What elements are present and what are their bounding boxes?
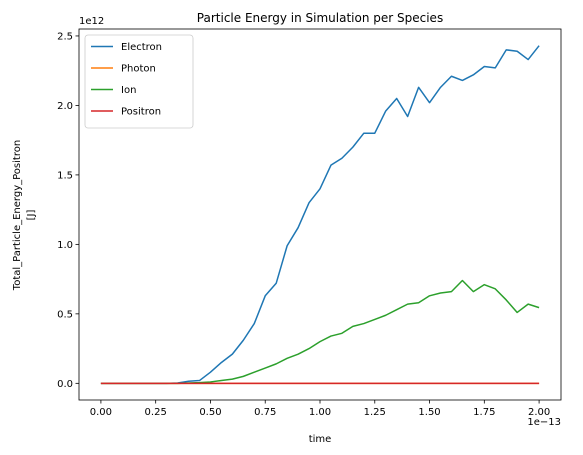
legend-label-positron: Positron bbox=[121, 107, 161, 118]
y-tick-label: 1.5 bbox=[57, 170, 73, 181]
x-tick-label: 0.00 bbox=[90, 407, 112, 418]
legend: Electron Photon Ion Positron bbox=[84, 34, 194, 129]
y-axis-ticks: 0.0 0.5 1.0 1.5 2.0 2.5 bbox=[57, 31, 79, 390]
series-line-ion bbox=[100, 279, 540, 385]
x-tick-label: 0.75 bbox=[254, 407, 276, 418]
y-axis-label-line2: [J] bbox=[26, 210, 37, 221]
x-tick-label: 0.25 bbox=[145, 407, 167, 418]
x-tick-label: 1.00 bbox=[309, 407, 331, 418]
x-tick-label: 0.50 bbox=[199, 407, 221, 418]
x-tick-label: 1.25 bbox=[364, 407, 386, 418]
y-offset-text: 1e12 bbox=[79, 16, 104, 27]
x-axis-label: time bbox=[309, 434, 332, 445]
series-layer bbox=[100, 45, 540, 385]
y-tick-label: 1.0 bbox=[57, 240, 73, 251]
legend-box bbox=[84, 34, 194, 129]
legend-label-electron: Electron bbox=[121, 42, 162, 53]
y-tick-label: 0.0 bbox=[57, 379, 73, 390]
x-tick-label: 1.75 bbox=[473, 407, 495, 418]
y-axis-label-line1: Total_Particle_Energy_Positron bbox=[12, 140, 23, 291]
legend-label-ion: Ion bbox=[121, 85, 136, 96]
x-tick-label: 1.50 bbox=[418, 407, 440, 418]
y-tick-label: 0.5 bbox=[57, 309, 73, 320]
y-tick-label: 2.5 bbox=[57, 31, 73, 42]
y-tick-label: 2.0 bbox=[57, 101, 73, 112]
x-offset-text: 1e−13 bbox=[527, 417, 561, 428]
x-tick-label: 2.00 bbox=[528, 407, 550, 418]
chart-title: Particle Energy in Simulation per Specie… bbox=[197, 11, 443, 25]
legend-label-photon: Photon bbox=[121, 64, 156, 75]
x-axis-ticks: 0.00 0.25 0.50 0.75 1.00 1.25 1.50 1.75 2.00 bbox=[90, 400, 550, 418]
